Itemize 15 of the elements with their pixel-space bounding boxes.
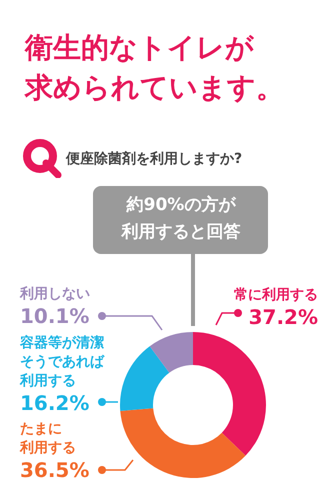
donut-slice [120,346,170,411]
slice-label: たまに利用する [20,420,77,458]
data-label: 36.5% [20,458,90,482]
chart-title: 衛生的なトイレが求められています。 [25,30,284,106]
text: 約90%の方が利用すると回答 [120,194,242,244]
donut-slice [193,332,266,456]
slice-label: 容器等が清潔そうであれば利用する [20,334,106,391]
donut-slice [120,408,246,478]
slice-label: 常に利用する [233,286,318,305]
chart-subtitle: 便座除菌剤を利用しますか? [66,150,242,168]
data-label: 10.1% [20,304,90,328]
data-label: 16.2% [20,391,90,415]
donut-slice [150,332,193,373]
data-label: 37.2% [248,305,318,329]
slice-label: 利用しない [20,285,91,304]
